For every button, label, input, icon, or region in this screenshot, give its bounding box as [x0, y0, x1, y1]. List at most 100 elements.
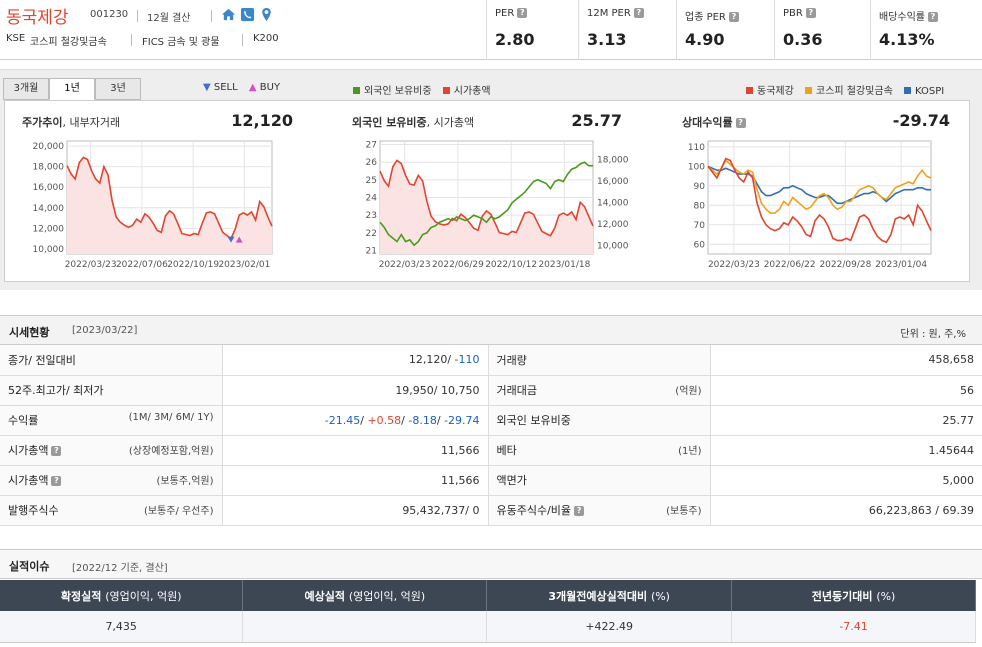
status-value: 12,120/ -110 [222, 345, 489, 376]
status-label: 시가총액? (보통주,억원) [0, 465, 223, 496]
y-tick-label: 70 [694, 221, 706, 231]
price-area [67, 157, 272, 254]
help-icon[interactable]: ? [51, 476, 62, 486]
chart-title: 주가추이 [22, 116, 63, 129]
x-tick-label: 2022/06/22 [764, 260, 816, 270]
home-icon[interactable] [221, 7, 236, 22]
divider [211, 10, 212, 22]
metric-value: 2.80 [495, 30, 535, 49]
performance-header: 실적이슈 [2022/12 기준, 결산] [0, 549, 982, 579]
status-value: 1.45644 [710, 435, 982, 466]
marketcap-line [379, 159, 594, 237]
section-title: 실적이슈 [9, 560, 50, 573]
status-label: 수익률 (1M/ 3M/ 6M/ 1Y) [0, 405, 223, 436]
y-left-tick-label: 25 [366, 176, 377, 186]
tab-3y[interactable]: 3년 [95, 78, 141, 100]
location-icon[interactable] [259, 7, 274, 22]
divider [242, 34, 243, 46]
kospi-line [707, 165, 931, 205]
yoy-value: -7.41 [731, 611, 976, 643]
y-right-tick-label: 18,000 [597, 155, 629, 165]
trade-legend: ▼ SELL ▲ BUY [203, 82, 280, 93]
status-label: 52주.최고가/ 최저가 [0, 375, 223, 406]
chart-panel: 3개월 1년 3년 ▼ SELL ▲ BUY 외국인 보유비중 시가총액 동국제… [0, 69, 982, 290]
legend-foreign: 외국인 보유비중 [364, 86, 432, 97]
price-chart: 20,00018,00016,00014,00012,00010,0002022… [33, 140, 273, 270]
foreign-ownership-line [379, 161, 593, 247]
metric-value: 4.90 [685, 30, 725, 49]
status-label: 종가/ 전일대비 [0, 345, 223, 376]
help-icon[interactable]: ? [928, 12, 938, 22]
section-basis: [2022/12 기준, 결산] [72, 563, 168, 574]
status-label: 거래량 [488, 345, 711, 376]
company-header: 동국제강 001230 12월 결산 KSE 코스피 철강및금속 FICS 금속… [0, 0, 982, 60]
y-left-tick-label: 21 [366, 246, 377, 256]
x-tick-label: 2022/10/19 [167, 260, 219, 270]
legend-swatch [805, 87, 812, 94]
help-icon[interactable]: ? [728, 12, 739, 22]
market-status-header: 시세현황 [2023/03/22] 단위 : 원, 주,% [0, 315, 982, 345]
company-return-line [707, 157, 932, 244]
status-row: 시가총액? (상장예정포함,억원) 11,566 베타 (1년) 1.45644 [0, 435, 982, 466]
status-row: 시가총액? (보통주,억원) 11,566 액면가 5,000 [0, 465, 982, 496]
x-tick-label: 2022/07/06 [116, 260, 168, 270]
chart-subtitle: 내부자거래 [69, 116, 121, 129]
index-label: K200 [253, 33, 279, 44]
x-tick-label: 2023/01/18 [538, 260, 590, 270]
company-name: 동국제강 [6, 8, 69, 28]
chart-title: 외국인 보유비중 [352, 116, 427, 129]
help-icon[interactable]: ? [574, 506, 585, 516]
y-right-tick-label: 12,000 [597, 220, 629, 230]
legend-company: 동국제강 [757, 86, 794, 97]
status-value: 56 [710, 375, 982, 406]
help-icon[interactable]: ? [51, 446, 62, 456]
sector-fics-label: FICS 금속 및 광물 [142, 37, 220, 48]
status-value: 95,432,737/ 0 [222, 495, 489, 526]
foreign-legend: 외국인 보유비중 시가총액 [353, 82, 491, 97]
help-icon[interactable]: ? [633, 8, 644, 18]
help-icon[interactable]: ? [517, 8, 528, 18]
y-tick-label: 100 [688, 162, 705, 172]
relative-legend: 동국제강 코스피 철강및금속 KOSPI [746, 82, 944, 97]
metric-pbr: PBR? 0.36 [774, 0, 870, 60]
status-row: 수익률 (1M/ 3M/ 6M/ 1Y) -21.45/ +0.58/ -8.18/… [0, 405, 982, 436]
status-label: 유동주식수/비율? (보통주) [488, 495, 711, 526]
chart-foreign-title: 외국인 보유비중, 시가총액 [352, 116, 475, 129]
metric-12m-per: 12M PER? 3.13 [578, 0, 676, 60]
help-icon[interactable]: ? [805, 8, 816, 18]
chart-relative-title: 상대수익률? [682, 114, 746, 130]
status-value: 25.77 [710, 405, 982, 436]
divider [131, 34, 132, 46]
steel-index-line [707, 159, 932, 214]
help-icon[interactable]: ? [735, 118, 746, 128]
metric-label: 12M PER [587, 8, 631, 19]
chart-price-title: 주가추이, 내부자거래 [22, 116, 121, 129]
x-tick-label: 2023/02/01 [218, 260, 270, 270]
y-tick-label: 16,000 [33, 183, 65, 193]
tab-1y[interactable]: 1년 [49, 78, 95, 100]
vs-3m-value: +422.49 [486, 611, 733, 643]
phone-icon[interactable] [240, 7, 255, 22]
header-confirmed: 확정실적 (영업이익, 억원) [0, 580, 244, 611]
status-value: 458,658 [710, 345, 982, 376]
status-row: 종가/ 전일대비 12,120/ -110 거래량 458,658 [0, 345, 982, 376]
tab-3m[interactable]: 3개월 [3, 78, 49, 100]
status-value: 66,223,863 / 69.39 [710, 495, 982, 526]
chart-relative-headline: -29.74 [892, 111, 950, 130]
x-tick-label: 2023/01/04 [875, 260, 927, 270]
legend-marketcap: 시가총액 [453, 86, 491, 97]
y-right-tick-label: 10,000 [597, 241, 629, 251]
header-yoy: 전년동기대비 (%) [731, 580, 976, 611]
buy-marker [235, 236, 243, 243]
metric-label: 배당수익률 [879, 12, 925, 23]
chart-title: 상대수익률 [682, 116, 733, 129]
y-left-tick-label: 22 [366, 229, 377, 239]
charts-container: 주가추이, 내부자거래 12,120 외국인 보유비중, 시가총액 25.77 … [4, 100, 970, 282]
metric-sector-per: 업종 PER? 4.90 [676, 0, 774, 60]
header-vs-3m-estimate: 3개월전예상실적대비 (%) [486, 580, 733, 611]
estimate-value [242, 611, 488, 643]
legend-swatch [353, 87, 360, 94]
legend-buy: BUY [259, 82, 281, 93]
status-label: 거래대금 (억원) [488, 375, 711, 406]
y-tick-label: 18,000 [33, 163, 65, 173]
